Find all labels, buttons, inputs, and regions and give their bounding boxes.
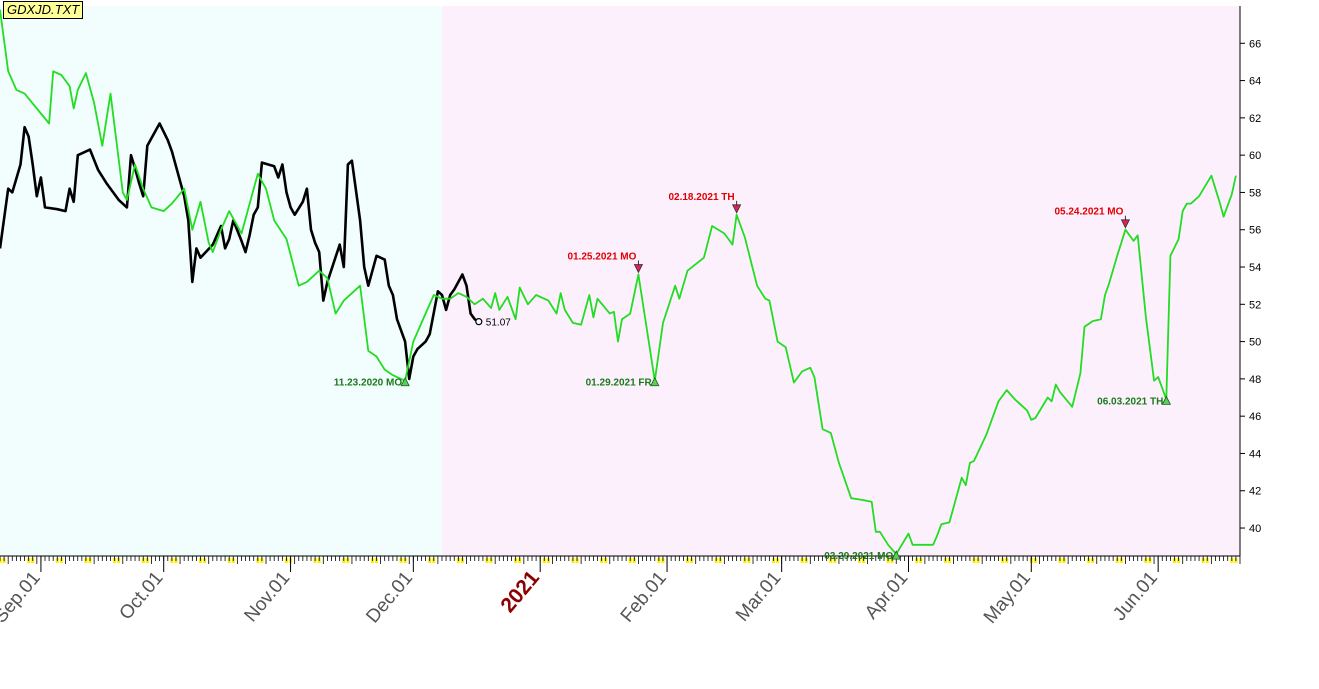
history-background <box>0 6 442 556</box>
low-turn-marker <box>891 550 901 560</box>
x-month-label: Feb.01 <box>617 568 671 627</box>
y-tick-label: 44 <box>1249 448 1261 460</box>
y-tick-label: 52 <box>1249 299 1261 311</box>
x-year-label: 2021 <box>496 566 544 617</box>
y-tick-label: 60 <box>1249 150 1261 162</box>
x-month-label: Apr.01 <box>861 568 912 624</box>
last-value-label: 51.07 <box>486 318 511 329</box>
y-tick-label: 58 <box>1249 187 1261 199</box>
x-month-label: Oct.01 <box>115 568 167 624</box>
y-tick-label: 46 <box>1249 411 1261 423</box>
y-tick-label: 64 <box>1249 76 1261 88</box>
forecast-background <box>441 6 1240 556</box>
low-turn-label: 01.29.2021 FR <box>586 378 653 389</box>
chart-title-box: GDXJD.TXT <box>3 1 84 19</box>
high-turn-label: 01.25.2021 MO <box>567 251 636 262</box>
y-tick-label: 50 <box>1249 337 1261 349</box>
low-turn-label: 06.03.2021 TH <box>1097 396 1163 407</box>
x-month-label: Dec.01 <box>362 568 417 628</box>
low-turn-marker <box>400 376 410 387</box>
low-turn-label: 03.29.2021 MO <box>824 551 893 562</box>
x-month-label: Jun.01 <box>1109 568 1162 625</box>
low-turn-label: 11.23.2020 MO <box>334 378 403 389</box>
actual-price-line <box>0 122 480 381</box>
x-month-label: Sep.01 <box>0 568 45 628</box>
y-tick-label: 48 <box>1249 374 1261 386</box>
y-tick-label: 56 <box>1249 225 1261 237</box>
weekend-marker <box>0 558 2 563</box>
y-tick-label: 66 <box>1249 38 1261 50</box>
x-month-label: Mar.01 <box>732 568 785 626</box>
forecast-line <box>0 9 1237 555</box>
high-turn-label: 02.18.2021 TH <box>668 192 734 203</box>
y-tick-label: 54 <box>1249 262 1261 274</box>
y-tick-label: 42 <box>1249 486 1261 498</box>
high-turn-label: 05.24.2021 MO <box>1054 207 1123 218</box>
y-tick-label: 62 <box>1249 113 1261 125</box>
low-turn-marker <box>650 376 660 387</box>
low-turn-marker <box>1161 395 1171 405</box>
x-month-label: Nov.01 <box>241 568 295 627</box>
y-tick-label: 40 <box>1249 523 1261 535</box>
last-value-marker <box>475 318 483 326</box>
x-month-label: May.01 <box>980 568 1035 628</box>
